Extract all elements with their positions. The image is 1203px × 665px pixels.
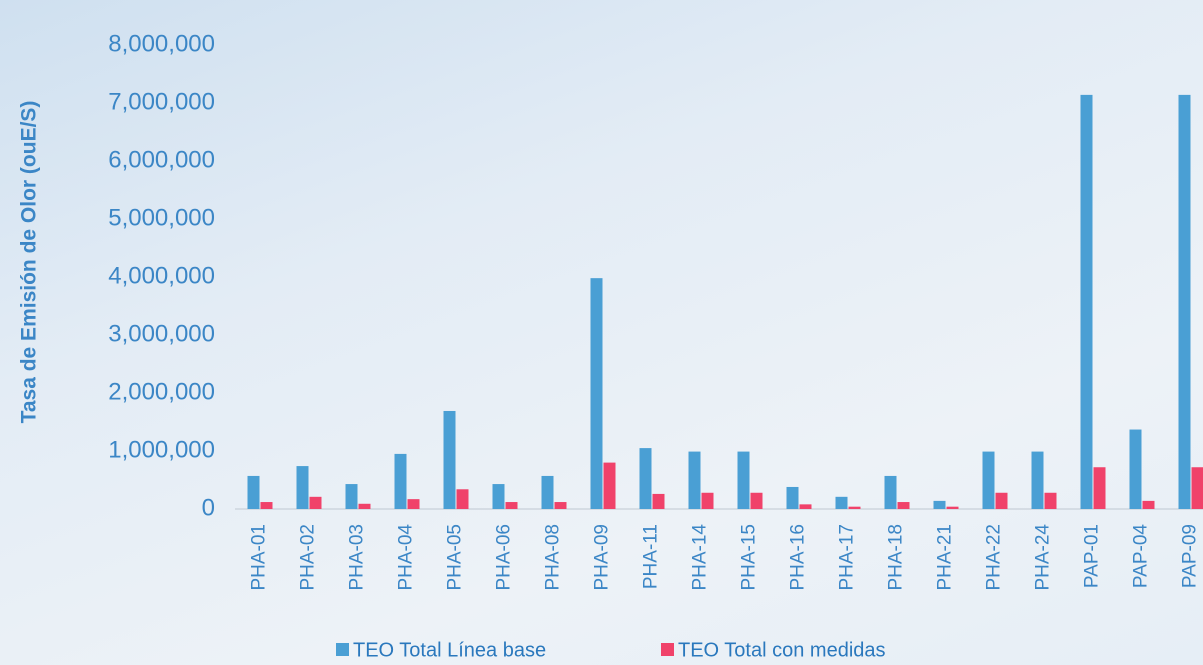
bar bbox=[358, 503, 371, 509]
bar bbox=[1093, 467, 1106, 509]
x-tick-label: PHA-06 bbox=[494, 524, 515, 591]
bar bbox=[456, 489, 469, 509]
bar bbox=[309, 496, 322, 509]
bar bbox=[443, 410, 456, 509]
x-tick-label: PHA-16 bbox=[788, 524, 809, 591]
bar bbox=[1031, 451, 1044, 509]
bar bbox=[884, 475, 897, 509]
y-tick-label: 3,000,000 bbox=[108, 320, 215, 347]
bar bbox=[394, 453, 407, 509]
bar bbox=[982, 451, 995, 509]
bar bbox=[590, 278, 603, 509]
y-axis-title: Tasa de Emisión de Olor (ouE/S) bbox=[18, 101, 41, 424]
bar bbox=[750, 492, 763, 509]
y-tick-label: 7,000,000 bbox=[108, 88, 215, 115]
legend-swatch bbox=[336, 643, 349, 656]
y-tick-label: 1,000,000 bbox=[108, 436, 215, 463]
bar bbox=[492, 484, 505, 509]
bar bbox=[897, 502, 910, 509]
bar bbox=[933, 500, 946, 509]
y-tick-label: 6,000,000 bbox=[108, 146, 215, 173]
bar bbox=[247, 475, 260, 509]
bar bbox=[554, 502, 567, 509]
bar bbox=[407, 499, 420, 509]
x-tick-label: PHA-05 bbox=[445, 524, 466, 591]
bar bbox=[541, 475, 554, 509]
x-tick-label: PHA-21 bbox=[935, 524, 956, 591]
bar bbox=[345, 484, 358, 509]
x-tick-label: PHA-08 bbox=[543, 524, 564, 591]
bar bbox=[603, 462, 616, 509]
bar bbox=[1142, 500, 1155, 509]
y-tick-label: 8,000,000 bbox=[108, 30, 215, 57]
x-tick-label: PHA-18 bbox=[886, 524, 907, 591]
bar bbox=[1191, 467, 1203, 509]
x-tick-label: PAP-09 bbox=[1180, 524, 1201, 588]
bar bbox=[786, 486, 799, 509]
bar bbox=[848, 506, 861, 509]
x-tick-label: PAP-04 bbox=[1131, 524, 1152, 589]
bar bbox=[799, 504, 812, 509]
x-tick-label: PHA-01 bbox=[249, 524, 270, 591]
x-tick-label: PHA-14 bbox=[690, 524, 711, 591]
legend-label: TEO Total con medidas bbox=[678, 639, 886, 661]
bar bbox=[995, 492, 1008, 509]
legend-label: TEO Total Línea base bbox=[353, 639, 546, 661]
x-tick-label: PHA-02 bbox=[298, 524, 319, 591]
bar bbox=[701, 492, 714, 509]
bar bbox=[688, 451, 701, 509]
y-tick-label: 4,000,000 bbox=[108, 262, 215, 289]
x-tick-label: PHA-11 bbox=[641, 524, 662, 589]
bar bbox=[639, 448, 652, 509]
legend-swatch bbox=[661, 643, 674, 656]
bar bbox=[652, 493, 665, 509]
bar bbox=[505, 502, 518, 509]
x-tick-label: PAP-01 bbox=[1082, 524, 1103, 588]
bar bbox=[260, 502, 273, 509]
bar bbox=[1080, 94, 1093, 509]
bar bbox=[737, 451, 750, 509]
y-tick-label: 5,000,000 bbox=[108, 204, 215, 231]
bar bbox=[1178, 94, 1191, 509]
x-tick-label: PHA-03 bbox=[347, 524, 368, 591]
y-tick-label: 2,000,000 bbox=[108, 378, 215, 405]
bar bbox=[835, 496, 848, 509]
bar bbox=[1129, 429, 1142, 509]
bar bbox=[946, 506, 959, 509]
x-tick-label: PHA-17 bbox=[837, 524, 858, 591]
x-tick-label: PHA-04 bbox=[396, 524, 417, 591]
x-tick-label: PHA-22 bbox=[984, 524, 1005, 591]
x-tick-label: PHA-15 bbox=[739, 524, 760, 591]
bar bbox=[1044, 492, 1057, 509]
x-tick-label: PHA-24 bbox=[1033, 524, 1054, 591]
y-tick-label: 0 bbox=[202, 494, 215, 521]
bar bbox=[296, 466, 309, 509]
x-tick-label: PHA-09 bbox=[592, 524, 613, 591]
